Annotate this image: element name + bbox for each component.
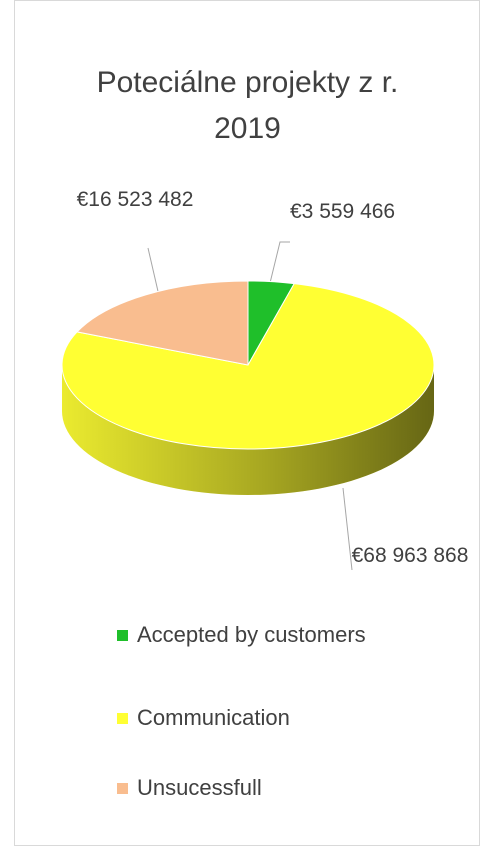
legend-item: Communication <box>117 705 290 731</box>
data-label: €68 963 868 <box>351 544 469 567</box>
chart-frame <box>14 0 480 846</box>
legend-swatch <box>117 629 128 641</box>
legend-swatch <box>117 782 128 794</box>
pie-slice <box>61 283 435 450</box>
legend-item: Accepted by customers <box>117 622 366 648</box>
leader-line <box>269 241 290 284</box>
pie-slice <box>76 280 249 366</box>
leader-line <box>342 487 353 571</box>
legend-label: Unsucessfull <box>137 775 262 800</box>
side-shade <box>62 365 434 495</box>
legend-label: Accepted by customers <box>137 622 366 647</box>
data-label: €3 559 466 <box>290 200 396 223</box>
chart-title: Poteciálne projekty z r. 2019 <box>96 66 399 145</box>
legend-swatch <box>117 712 128 724</box>
legend-label: Communication <box>137 705 290 730</box>
legend-item: Unsucessfull <box>117 775 262 801</box>
data-label: €16 523 482 <box>76 188 194 211</box>
